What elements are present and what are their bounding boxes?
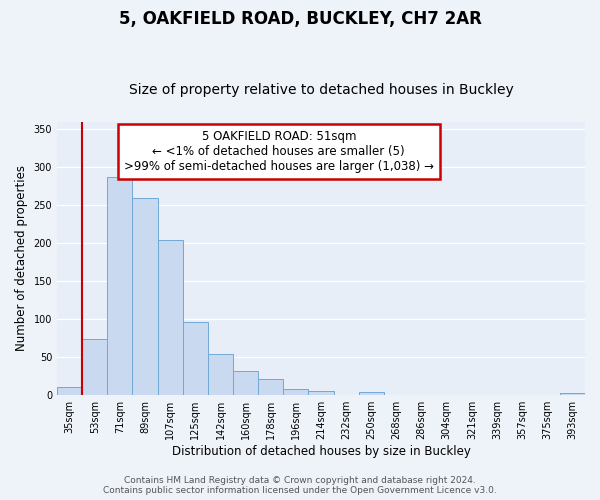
Bar <box>107 177 133 394</box>
Bar <box>133 198 158 394</box>
X-axis label: Distribution of detached houses by size in Buckley: Distribution of detached houses by size … <box>172 444 470 458</box>
Bar <box>258 379 283 394</box>
Text: 5 OAKFIELD ROAD: 51sqm
← <1% of detached houses are smaller (5)
>99% of semi-det: 5 OAKFIELD ROAD: 51sqm ← <1% of detached… <box>124 130 434 173</box>
Bar <box>82 340 107 394</box>
Bar <box>233 371 258 394</box>
Text: Contains HM Land Registry data © Crown copyright and database right 2024.
Contai: Contains HM Land Registry data © Crown c… <box>103 476 497 495</box>
Bar <box>308 391 334 394</box>
Title: Size of property relative to detached houses in Buckley: Size of property relative to detached ho… <box>128 83 514 97</box>
Y-axis label: Number of detached properties: Number of detached properties <box>15 165 28 351</box>
Bar <box>183 322 208 394</box>
Bar <box>283 388 308 394</box>
Text: 5, OAKFIELD ROAD, BUCKLEY, CH7 2AR: 5, OAKFIELD ROAD, BUCKLEY, CH7 2AR <box>119 10 481 28</box>
Bar <box>208 354 233 395</box>
Bar <box>560 393 585 394</box>
Bar <box>359 392 384 394</box>
Bar <box>57 387 82 394</box>
Bar <box>158 240 183 394</box>
